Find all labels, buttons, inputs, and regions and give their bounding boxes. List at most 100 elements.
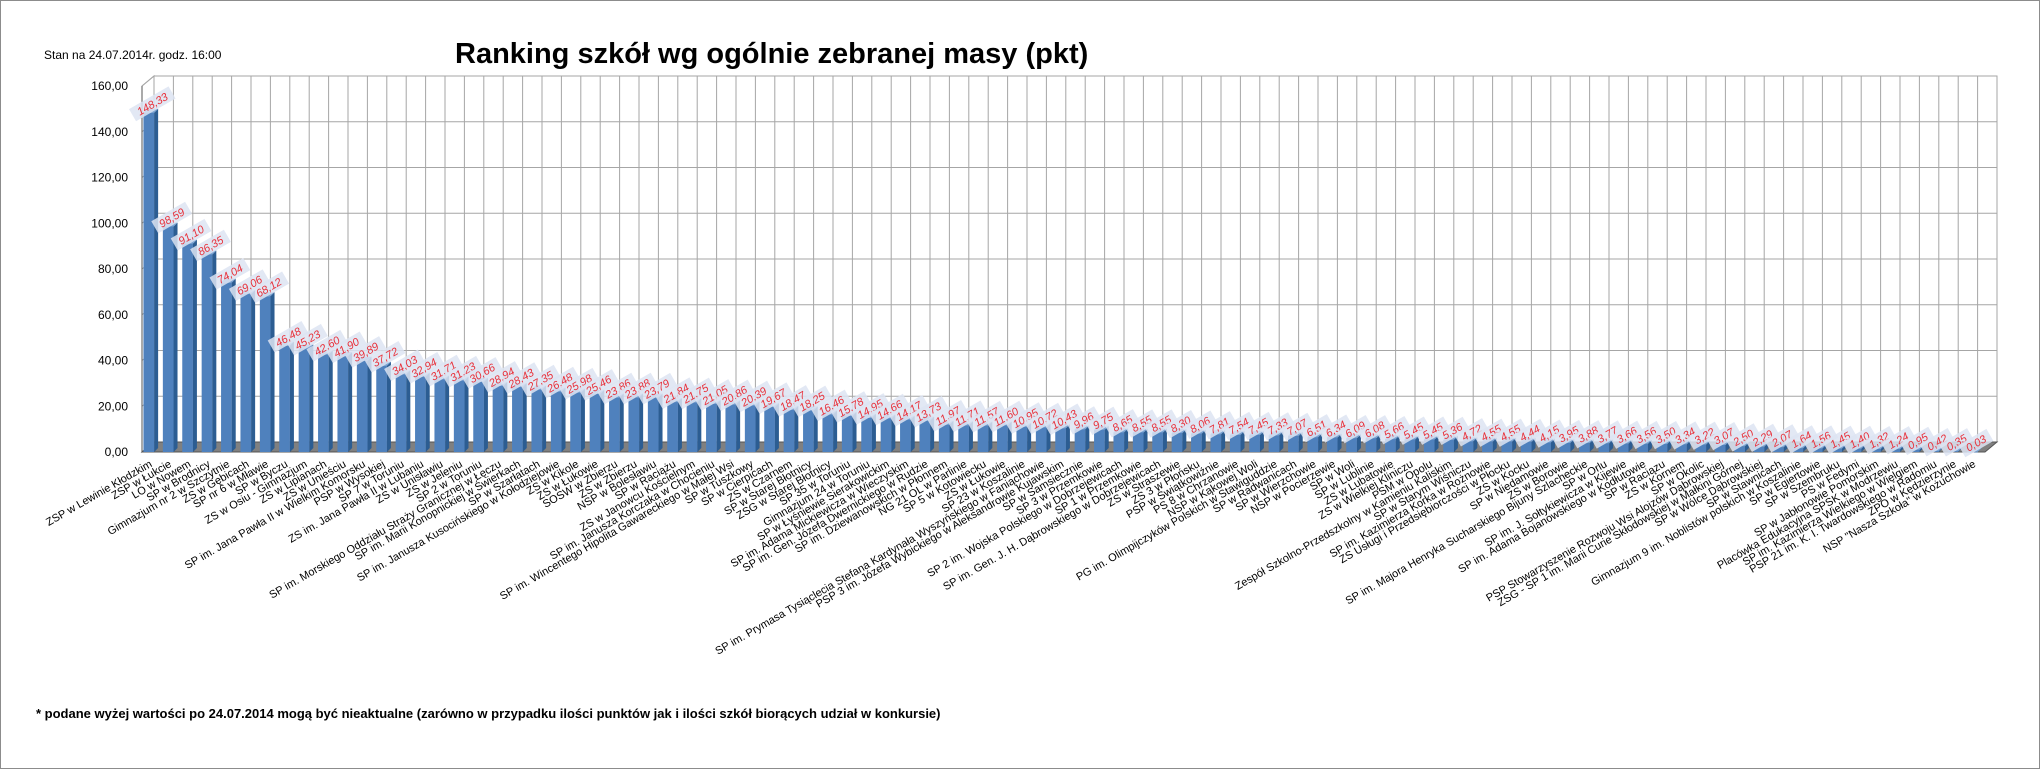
bar bbox=[182, 239, 197, 452]
bar-front bbox=[1617, 443, 1629, 452]
bar-side bbox=[1589, 439, 1594, 452]
data-label-box bbox=[791, 385, 833, 418]
data-label-box bbox=[1628, 420, 1664, 450]
bar bbox=[570, 388, 585, 452]
bar-front bbox=[1074, 429, 1086, 452]
bar-front bbox=[609, 397, 620, 452]
bar-front bbox=[958, 425, 969, 452]
bar-front bbox=[1365, 438, 1377, 452]
bar-side bbox=[348, 352, 353, 452]
bar-side bbox=[154, 108, 159, 452]
data-label-box bbox=[1686, 421, 1722, 450]
data-label-box bbox=[1376, 416, 1412, 445]
bar-front bbox=[182, 243, 193, 452]
bar-front bbox=[1132, 432, 1144, 452]
bar-side bbox=[1356, 434, 1361, 452]
bar-front bbox=[706, 403, 717, 452]
bar-side bbox=[231, 278, 236, 452]
data-label-box bbox=[364, 341, 406, 373]
bar-side bbox=[600, 389, 605, 452]
bar-front bbox=[841, 415, 853, 452]
data-label-box bbox=[1318, 414, 1354, 443]
bar-side bbox=[1550, 438, 1555, 452]
bar-side bbox=[1240, 430, 1245, 452]
bar-front bbox=[1307, 437, 1319, 452]
bar bbox=[609, 393, 624, 452]
data-label-box bbox=[966, 400, 1007, 433]
bar-side bbox=[794, 405, 799, 452]
data-label-box bbox=[616, 372, 658, 405]
data-label-box bbox=[461, 357, 503, 389]
bar-side bbox=[328, 350, 333, 452]
bar-side bbox=[697, 398, 702, 452]
bar-side bbox=[1570, 438, 1575, 452]
bar-side bbox=[1279, 431, 1284, 452]
bar-front bbox=[512, 386, 523, 452]
data-label-box bbox=[1356, 415, 1393, 444]
data-label-box bbox=[442, 355, 484, 388]
bar-side bbox=[270, 292, 275, 452]
data-label-box bbox=[422, 354, 464, 387]
bar-front bbox=[1385, 439, 1396, 452]
bar-side bbox=[542, 385, 547, 452]
bar-side bbox=[755, 401, 760, 452]
bar-front bbox=[589, 393, 601, 452]
bar-front bbox=[162, 226, 174, 452]
bar-front bbox=[938, 424, 950, 452]
bar-front bbox=[1094, 429, 1105, 452]
data-label-box bbox=[810, 389, 852, 422]
data-label-box bbox=[1298, 414, 1334, 443]
bar-front bbox=[764, 407, 775, 452]
bar bbox=[318, 350, 333, 452]
bar-side bbox=[639, 393, 644, 452]
bar-front bbox=[1753, 446, 1765, 452]
bar-front bbox=[880, 418, 892, 452]
data-label-box bbox=[578, 369, 619, 401]
bar-front bbox=[1773, 447, 1784, 452]
bar bbox=[143, 108, 159, 452]
data-label-box bbox=[384, 349, 425, 382]
bar-side bbox=[192, 239, 197, 452]
data-label-box bbox=[1706, 421, 1742, 451]
bar-side bbox=[1085, 425, 1090, 452]
bar-side bbox=[774, 403, 779, 452]
bar-front bbox=[1870, 448, 1881, 452]
bar-side bbox=[1706, 440, 1711, 452]
bar bbox=[298, 344, 314, 452]
data-label-box bbox=[713, 379, 755, 412]
bar-side bbox=[522, 382, 527, 452]
bar-front bbox=[1501, 441, 1513, 452]
bar-side bbox=[1977, 447, 1982, 452]
bar-front bbox=[1695, 444, 1707, 452]
bar bbox=[434, 375, 450, 452]
bar-front bbox=[298, 348, 310, 452]
bar-front bbox=[647, 397, 659, 452]
data-label-box bbox=[1900, 426, 1936, 456]
bar bbox=[240, 290, 256, 452]
bar-side bbox=[1201, 429, 1206, 452]
data-label-box bbox=[1434, 416, 1470, 446]
data-label-box bbox=[1004, 402, 1046, 434]
data-label-box bbox=[1415, 416, 1451, 445]
bar-side bbox=[736, 400, 741, 452]
data-label-box bbox=[1803, 425, 1839, 454]
chart-title: Ranking szkół wg ogólnie zebranej masy (… bbox=[455, 38, 1089, 70]
bar-front bbox=[1811, 448, 1823, 452]
bar bbox=[453, 376, 469, 452]
bar-side bbox=[1318, 433, 1323, 452]
bar-front bbox=[1792, 448, 1804, 452]
data-label-box bbox=[1279, 412, 1315, 442]
bar-side bbox=[716, 399, 721, 452]
bar-front bbox=[1423, 439, 1435, 452]
bar-side bbox=[1415, 435, 1420, 452]
data-label-box bbox=[1570, 420, 1606, 449]
bar-side bbox=[251, 290, 256, 452]
y-tick-label: 80,00 bbox=[98, 262, 128, 276]
bar-front bbox=[1016, 426, 1028, 452]
data-label-box bbox=[558, 367, 600, 400]
bar bbox=[473, 377, 488, 452]
bar-front bbox=[473, 381, 484, 452]
data-label-box bbox=[1958, 428, 1994, 458]
data-label-box bbox=[694, 379, 736, 411]
